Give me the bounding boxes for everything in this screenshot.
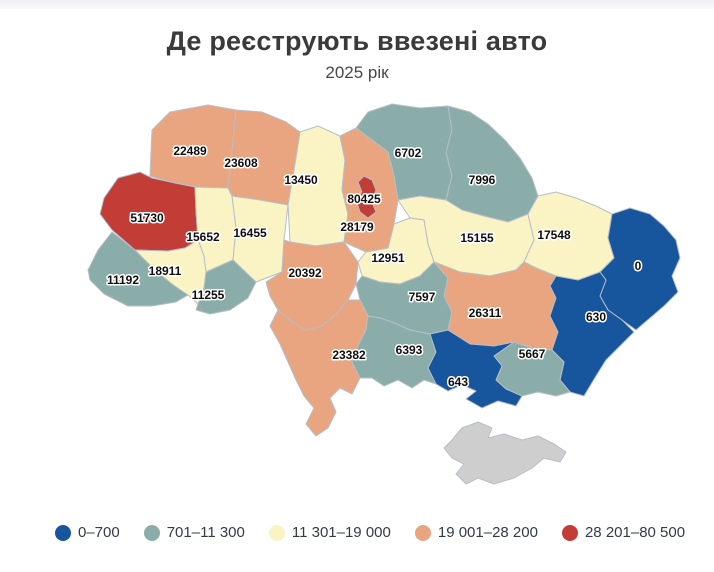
region-value-mykolaiv: 6393 bbox=[396, 343, 423, 357]
legend: 0–700 701–11 300 11 301–19 000 19 001–28 20… bbox=[55, 524, 685, 541]
region-odesa[interactable] bbox=[269, 299, 369, 437]
region-kyiv-city[interactable] bbox=[355, 175, 377, 219]
region-kherson[interactable] bbox=[427, 329, 523, 409]
region-value-lviv: 51730 bbox=[130, 211, 164, 225]
region-value-odesa: 23382 bbox=[332, 348, 366, 362]
legend-label: 11 301–19 000 bbox=[291, 524, 391, 541]
region-value-cherkasy: 12951 bbox=[371, 251, 405, 265]
region-value-zhytomyr: 13450 bbox=[284, 173, 318, 187]
region-value-kirovohrad: 7597 bbox=[409, 290, 436, 304]
legend-swatch-icon bbox=[414, 524, 431, 541]
region-value-vinnytsia: 20392 bbox=[288, 266, 322, 280]
legend-label: 0–700 bbox=[78, 524, 120, 541]
top-border-strip bbox=[0, 0, 714, 9]
legend-swatch-icon bbox=[55, 524, 71, 541]
chart-title: Де реєструють ввезені авто bbox=[166, 26, 548, 56]
region-crimea[interactable] bbox=[443, 421, 567, 485]
region-value-khmelnytskyi: 16455 bbox=[233, 226, 267, 240]
region-value-kharkiv: 17548 bbox=[537, 228, 571, 242]
legend-label: 701–11 300 bbox=[166, 524, 245, 541]
region-value-sumy: 7996 bbox=[469, 173, 496, 187]
region-value-ivano-frankivsk: 18911 bbox=[149, 264, 182, 278]
region-value-zakarpattia: 11192 bbox=[107, 273, 139, 287]
legend-item-1: 701–11 300 bbox=[143, 524, 245, 541]
region-value-volyn: 22489 bbox=[173, 144, 207, 158]
region-mykolaiv[interactable] bbox=[351, 315, 437, 389]
legend-item-2: 11 301–19 000 bbox=[268, 524, 391, 541]
region-donetsk[interactable] bbox=[549, 271, 635, 397]
region-value-chernivtsi: 11255 bbox=[192, 288, 225, 302]
region-value-poltava: 15155 bbox=[460, 231, 494, 245]
legend-item-0: 0–700 bbox=[55, 524, 120, 541]
legend-label: 19 001–28 200 bbox=[437, 524, 538, 541]
region-value-kyiv-oblast: 28179 bbox=[340, 220, 374, 234]
legend-item-3: 19 001–28 200 bbox=[414, 524, 538, 541]
region-value-chernihiv: 6702 bbox=[395, 146, 422, 160]
region-value-rivne: 23608 bbox=[224, 156, 258, 170]
region-value-donetsk: 630 bbox=[586, 310, 606, 324]
legend-swatch-icon bbox=[143, 524, 160, 541]
region-value-ternopil: 15652 bbox=[186, 230, 220, 244]
region-value-kherson: 643 bbox=[448, 375, 468, 389]
region-sumy[interactable] bbox=[445, 105, 539, 223]
legend-item-4: 28 201–80 500 bbox=[561, 524, 686, 541]
region-value-kyiv-city: 80425 bbox=[347, 192, 381, 206]
chart-subtitle: 2025 рік bbox=[325, 63, 389, 82]
legend-swatch-icon bbox=[561, 524, 578, 541]
legend-swatch-icon bbox=[268, 524, 285, 541]
region-value-zaporizhzhia: 5667 bbox=[519, 347, 546, 361]
region-chernivtsi[interactable] bbox=[195, 259, 257, 315]
chart-header: Де реєструють ввезені авто 2025 рік bbox=[0, 26, 714, 83]
legend-label: 28 201–80 500 bbox=[584, 524, 686, 541]
region-value-dnipro: 26311 bbox=[469, 306, 502, 320]
region-value-luhansk: 0 bbox=[635, 259, 642, 273]
